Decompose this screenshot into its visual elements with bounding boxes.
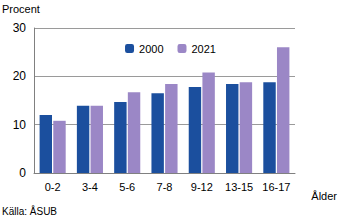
svg-text:20: 20 [13,69,27,83]
svg-text:0: 0 [19,166,26,180]
svg-text:Procent: Procent [2,3,40,15]
svg-text:7-8: 7-8 [157,181,173,193]
svg-text:Källa: ÅSUB: Källa: ÅSUB [2,205,57,217]
svg-text:0-2: 0-2 [45,181,61,193]
svg-text:Ålder: Ålder [311,190,337,202]
svg-text:3-4: 3-4 [82,181,98,193]
svg-text:9-12: 9-12 [191,181,213,193]
svg-text:5-6: 5-6 [119,181,135,193]
svg-text:30: 30 [13,21,27,35]
svg-text:2000: 2000 [139,43,163,55]
svg-text:16-17: 16-17 [262,181,290,193]
svg-text:2021: 2021 [192,43,216,55]
svg-text:13-15: 13-15 [225,181,253,193]
svg-text:10: 10 [13,118,27,132]
